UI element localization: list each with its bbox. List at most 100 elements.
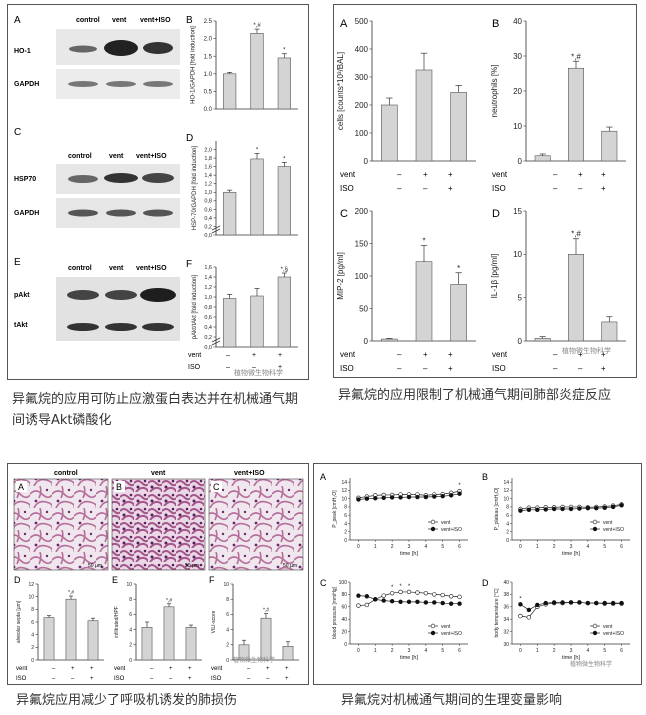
blot-row-label: HSP70 bbox=[14, 176, 36, 183]
y-axis-label: HO-1/GAPDH [fold induction] bbox=[190, 26, 196, 104]
condition-mark: + bbox=[448, 350, 453, 359]
blot-header: vent bbox=[112, 17, 127, 24]
bar bbox=[250, 158, 264, 236]
y-tick-label: 1,0 bbox=[204, 190, 212, 196]
condition-mark: + bbox=[278, 364, 282, 371]
y-tick-label: 0,8 bbox=[204, 305, 212, 311]
bar bbox=[260, 617, 272, 661]
legend-marker bbox=[430, 526, 436, 532]
y-axis-label: VILI-score bbox=[211, 610, 217, 633]
data-point bbox=[457, 594, 462, 600]
y-tick-label: 80 bbox=[341, 592, 347, 598]
bar bbox=[141, 627, 153, 661]
x-tick-label: 3 bbox=[408, 544, 411, 550]
y-tick-label: 8 bbox=[129, 597, 132, 603]
y-tick-label: 0,0 bbox=[204, 233, 212, 239]
panel-letter-D: D bbox=[14, 575, 21, 585]
y-tick-label: 8 bbox=[226, 597, 229, 603]
condition-mark: + bbox=[601, 170, 606, 179]
data-point bbox=[423, 590, 429, 596]
x-axis-label: time [h] bbox=[562, 655, 581, 661]
data-point bbox=[389, 495, 395, 500]
y-tick-label: 40 bbox=[503, 580, 509, 586]
bar bbox=[415, 261, 433, 342]
panel-letter-C: C bbox=[340, 208, 348, 220]
y-axis-label: body temperature [°C] bbox=[494, 588, 500, 638]
condition-label: ISO bbox=[340, 364, 354, 373]
data-point bbox=[551, 600, 557, 605]
y-tick-label: 1,8 bbox=[204, 156, 212, 162]
data-point bbox=[373, 496, 378, 501]
data-point bbox=[398, 495, 403, 500]
x-tick-label: 6 bbox=[458, 544, 461, 550]
significance-label: * bbox=[256, 147, 259, 153]
y-tick-label: 1.0 bbox=[204, 72, 213, 78]
y-tick-label: 32 bbox=[503, 629, 509, 635]
condition-mark: – bbox=[247, 676, 251, 682]
condition-mark: + bbox=[601, 364, 606, 373]
condition-mark: + bbox=[71, 666, 75, 672]
data-point bbox=[577, 600, 582, 605]
chart-f2C: 0 50 100 150 200 * * MIP-2 [pg/ml] bbox=[336, 207, 476, 346]
bar bbox=[223, 191, 237, 236]
significance-label: *,# bbox=[571, 52, 581, 61]
x-tick-label: 5 bbox=[441, 648, 444, 654]
condition-label: vent bbox=[16, 666, 28, 672]
y-tick-label: 5 bbox=[518, 293, 523, 302]
data-point bbox=[432, 592, 437, 597]
chart-f2D: 0 5 10 15 *,# IL-1β [pg/ml] bbox=[490, 207, 626, 346]
significance-label: *,# bbox=[253, 23, 261, 29]
y-tick-label: 6 bbox=[226, 612, 229, 618]
legend-marker bbox=[592, 526, 598, 532]
caption-fig1: 异氟烷的应用可防止应激蛋白表达并在机械通气期间诱导Akt磷酸化 bbox=[12, 392, 299, 428]
x-tick-label: 2 bbox=[553, 544, 556, 550]
y-axis-label: P_plateau [cmH₂O] bbox=[494, 487, 500, 530]
caption-fig3: 异氟烷应用减少了呼吸机诱发的肺损伤 bbox=[16, 693, 238, 708]
bar bbox=[43, 617, 55, 661]
y-tick-label: 10 bbox=[28, 594, 34, 600]
data-point bbox=[594, 505, 599, 511]
condition-mark: + bbox=[278, 352, 282, 359]
panel-letter-A: A bbox=[18, 482, 24, 492]
data-point bbox=[381, 598, 386, 603]
data-point bbox=[398, 599, 403, 605]
blot-band bbox=[69, 45, 97, 53]
blot-band bbox=[67, 290, 99, 300]
image-letter-bg bbox=[114, 481, 125, 492]
legend-label: vent bbox=[441, 624, 451, 630]
y-axis-label: pAkt/tAkt [fold induction] bbox=[192, 274, 198, 339]
legend-label: vent+ISO bbox=[603, 527, 624, 533]
y-tick-label: 1,2 bbox=[204, 182, 212, 188]
legend-label: vent+ISO bbox=[441, 631, 462, 637]
bar bbox=[277, 276, 291, 348]
condition-mark: + bbox=[252, 352, 256, 359]
significance-label: * bbox=[283, 48, 286, 54]
scale-bar-label: 50 µm bbox=[283, 563, 297, 569]
caption-fig2: 异氟烷的应用限制了机械通气期间肺部炎症反应 bbox=[338, 388, 612, 403]
y-tick-label: 15 bbox=[513, 207, 522, 216]
blot-band bbox=[106, 209, 136, 217]
condition-mark: – bbox=[397, 350, 402, 359]
data-point bbox=[526, 607, 532, 613]
histology-image-vent-iso bbox=[208, 478, 304, 571]
y-tick-label: 0,2 bbox=[204, 335, 212, 341]
condition-mark: – bbox=[169, 676, 173, 682]
y-tick-label: 0 bbox=[518, 337, 523, 346]
y-tick-label: 20 bbox=[513, 87, 522, 96]
x-axis-label: time [h] bbox=[400, 655, 419, 661]
panel-letter-A: A bbox=[320, 472, 326, 482]
watermark: 植物微生物科学 bbox=[570, 660, 612, 668]
bar bbox=[65, 598, 77, 661]
bar bbox=[568, 254, 584, 342]
blot-band bbox=[105, 323, 137, 331]
panel-letter-A: A bbox=[14, 15, 21, 26]
condition-mark: – bbox=[226, 352, 230, 359]
significance-label: * bbox=[458, 483, 461, 489]
significance-label: * bbox=[399, 584, 402, 590]
condition-mark: + bbox=[285, 676, 289, 682]
condition-mark: + bbox=[601, 184, 606, 193]
chart-f2B: 0 10 20 30 40 *,# neutrophils [%] bbox=[490, 17, 626, 166]
bar bbox=[601, 321, 618, 342]
blot-row-label: pAkt bbox=[14, 292, 30, 299]
